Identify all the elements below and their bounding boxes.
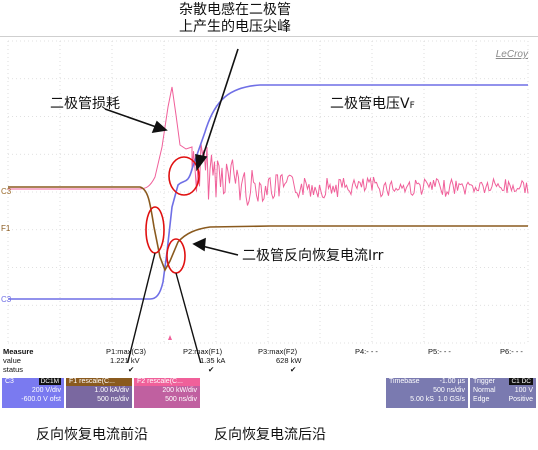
annotation-line: 上产生的电压尖峰 — [179, 19, 291, 35]
annotation-stray-inductance: 杂散电感在二极管 上产生的电压尖峰 — [160, 2, 310, 36]
annotation-diode-voltage-text: 二极管电压V — [330, 96, 410, 112]
timebase-div: 500 ns/div — [433, 387, 465, 394]
channel-marker-f1: F1 — [1, 224, 11, 233]
measure-param-name[interactable]: P3:max(F2) — [258, 347, 298, 356]
measure-row-label: Measure — [3, 347, 34, 356]
measure-param-name[interactable]: P1:max(C3) — [106, 347, 147, 356]
measure-param-name[interactable]: P2:max(F1) — [183, 347, 223, 356]
timebase-rate: 1.0 GS/s — [437, 396, 465, 403]
channel-offset: -600.0 V ofst — [21, 396, 61, 403]
chip-header: F1 rescale(C... — [66, 378, 132, 386]
measure-param-value: 1.221 kV — [110, 356, 140, 365]
channel-scale: 1.00 kA/div — [94, 387, 129, 394]
scope-screen: C3 F1 C3 LeCroy 二极管损耗 二极管电压VF 二极管反向恢复电流I… — [0, 36, 538, 363]
measure-panel: Measure value status P1:max(C3) 1.221 kV… — [0, 344, 538, 380]
measure-param-value: 1.35 kA — [200, 356, 226, 365]
loss-arrow — [104, 108, 163, 130]
brand-logo: LeCroy — [495, 49, 528, 60]
channel-f2-descriptor[interactable]: F2 rescale(C... 200 kW/div 500 ns/div — [134, 378, 200, 408]
timebase-panel[interactable]: Timebase -1.00 µs 500 ns/div 5.00 kS 1.0… — [386, 378, 468, 408]
arrowhead-icon — [195, 154, 208, 172]
channel-f1-descriptor[interactable]: F1 rescale(C... 1.00 kA/div 500 ns/div — [66, 378, 132, 408]
channel-tag: DC1M — [38, 378, 61, 385]
chip-header: Timebase -1.00 µs — [386, 378, 468, 386]
timebase-samples: 5.00 kS — [410, 396, 434, 403]
annotation-trailing-edge: 反向恢复电流后沿 — [214, 427, 326, 443]
measure-row-label: status — [3, 365, 24, 374]
chip-header: F2 rescale(C... — [134, 378, 200, 386]
channel-timebase: 500 ns/div — [97, 396, 129, 403]
measure-param-status: ✔ — [208, 365, 215, 374]
trigger-channel: C1 DC — [509, 378, 533, 385]
arrowhead-icon — [192, 237, 206, 252]
trigger-type: Edge — [473, 396, 490, 403]
measure-param-value: 628 kW — [276, 356, 302, 365]
arrowhead-icon — [151, 120, 168, 134]
trigger-level: 100 V — [514, 387, 533, 394]
trigger-row: Normal 100 V — [470, 386, 536, 395]
measure-param-name[interactable]: P4:- - - — [355, 347, 378, 356]
annotation-leading-edge: 反向恢复电流前沿 — [36, 427, 148, 443]
trigger-panel[interactable]: Trigger C1 DC Normal 100 V Edge Positive — [470, 378, 536, 408]
voltage-waveform — [8, 84, 528, 300]
chip-header: Trigger C1 DC — [470, 378, 536, 386]
annotation-diode-loss: 二极管损耗 — [50, 96, 120, 112]
current-waveform — [8, 186, 528, 272]
channel-c3-descriptor[interactable]: C3 DC1M 200 V/div -600.0 V ofst — [2, 378, 64, 408]
channel-name: F2 — [137, 378, 146, 385]
channel-name: F1 — [69, 378, 78, 385]
annotation-reverse-recovery: 二极管反向恢复电流Irr — [240, 245, 386, 265]
power-waveform — [8, 86, 529, 206]
timebase-delay: -1.00 µs — [439, 378, 465, 385]
channel-marker-c3-top: C3 — [1, 187, 12, 196]
trigger-row: Edge Positive — [470, 395, 536, 404]
spike-arrow — [199, 48, 239, 166]
trigger-slope: Positive — [508, 396, 533, 403]
measure-row-label: value — [3, 356, 21, 365]
voltage-spike-ellipse — [168, 156, 200, 196]
channel-tag: rescale(C... — [79, 378, 115, 385]
trigger-mode: Normal — [473, 387, 496, 394]
measure-param-name[interactable]: P6:- - - — [500, 347, 523, 356]
channel-scale: 200 V/div — [31, 387, 61, 394]
chip-header: C3 DC1M — [2, 378, 64, 386]
channel-timebase: 500 ns/div — [165, 396, 197, 403]
annotation-diode-voltage: 二极管电压VF — [330, 93, 415, 113]
leading-edge-pointer — [126, 252, 156, 363]
trigger-marker-icon — [168, 335, 172, 340]
channel-name: C3 — [5, 378, 14, 385]
measure-param-name[interactable]: P5:- - - — [428, 347, 451, 356]
trailing-edge-pointer — [175, 272, 202, 363]
waveform-display — [7, 40, 529, 363]
channel-marker-c3-bottom: C3 — [1, 295, 12, 304]
timebase-sampling: 5.00 kS 1.0 GS/s — [386, 395, 468, 404]
measure-param-status: ✔ — [290, 365, 297, 374]
channel-tag: rescale(C... — [147, 378, 183, 385]
timebase-label: Timebase — [389, 378, 420, 385]
annotation-line: 杂散电感在二极管 — [179, 2, 291, 18]
annotation-diode-voltage-sub: F — [409, 101, 415, 111]
measure-param-status: ✔ — [128, 365, 135, 374]
channel-scale: 200 kW/div — [162, 387, 197, 394]
trigger-label: Trigger — [473, 378, 495, 385]
